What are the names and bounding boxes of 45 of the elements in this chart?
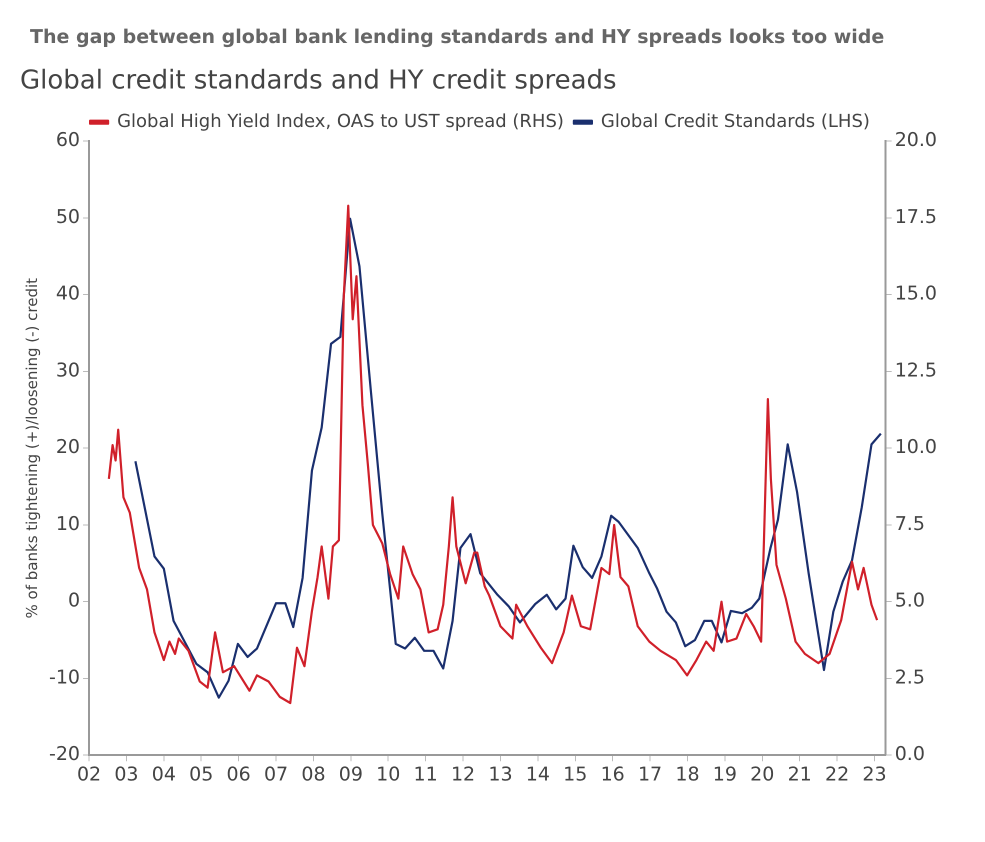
y2-tick-label: 17.5	[894, 206, 938, 228]
x-tick-label: 20	[750, 764, 774, 786]
chart-subtitle: The gap between global bank lending standards and HY spreads looks too wide	[30, 26, 884, 48]
y-tick-label: -10	[48, 666, 80, 688]
x-tick-label: 13	[488, 764, 513, 786]
legend-label: Global Credit Standards (LHS)	[600, 110, 870, 132]
y-tick-label: 40	[56, 282, 80, 305]
x-tick-label: 11	[414, 764, 438, 786]
x-tick-label: 03	[114, 764, 139, 786]
x-tick-label: 09	[338, 764, 363, 786]
x-tick-label: 16	[600, 764, 625, 786]
x-tick-label: 02	[76, 764, 102, 786]
legend-label: Global High Yield Index, OAS to UST spread (RHS)	[117, 110, 564, 132]
y2-tick-label: 2.5	[894, 666, 925, 688]
x-tick-label: 23	[862, 764, 887, 786]
y2-tick-label: 20.0	[894, 129, 938, 152]
x-tick-label: 08	[301, 764, 326, 786]
x-tick-label: 14	[526, 764, 550, 786]
y-tick-label: 30	[56, 359, 80, 382]
y2-tick-label: 10.0	[894, 436, 938, 458]
x-tick-label: 10	[376, 764, 400, 786]
y-tick-label: 20	[56, 436, 80, 458]
x-tick-label: 17	[638, 764, 662, 786]
x-tick-label: 05	[189, 764, 214, 786]
y-tick-label: 50	[56, 206, 80, 228]
x-tick-label: 19	[712, 764, 737, 786]
y2-tick-label: 12.5	[894, 359, 938, 382]
x-tick-label: 12	[450, 764, 476, 786]
y-tick-label: 0	[68, 590, 80, 612]
x-tick-label: 22	[824, 764, 850, 786]
y2-tick-label: 7.5	[894, 512, 925, 535]
y2-tick-label: 5.0	[894, 590, 925, 612]
y-axis-title: % of banks tightening (+)/loosening (-) credit	[22, 278, 41, 618]
y-tick-label: 10	[56, 512, 80, 535]
x-tick-label: 15	[563, 764, 588, 786]
x-tick-label: 04	[152, 764, 176, 786]
x-tick-label: 21	[788, 764, 812, 786]
x-tick-label: 07	[264, 764, 288, 786]
x-tick-label: 18	[675, 764, 700, 786]
chart-title: Global credit standards and HY credit spreads	[20, 65, 617, 96]
y-tick-label: 60	[56, 129, 80, 152]
x-tick-label: 06	[226, 764, 251, 786]
y-tick-label: -20	[48, 743, 80, 766]
y2-tick-label: 15.0	[894, 282, 938, 305]
y2-tick-label: 0.0	[894, 743, 925, 766]
